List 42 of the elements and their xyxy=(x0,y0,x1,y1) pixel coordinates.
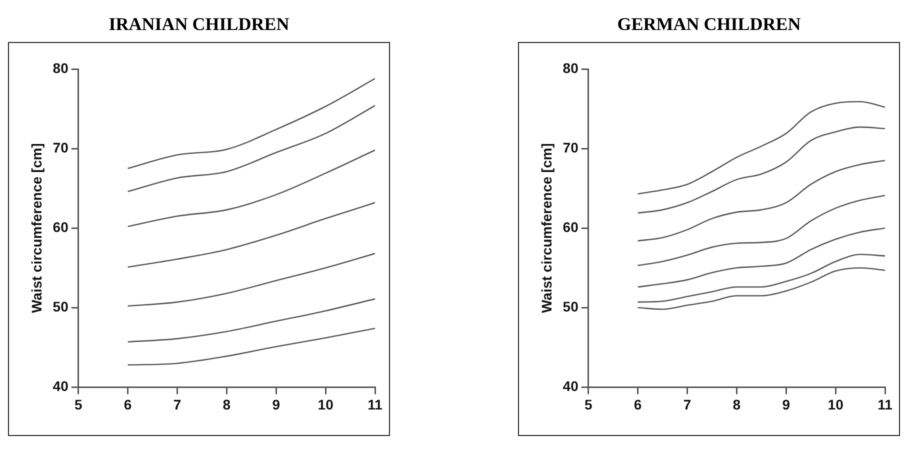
line-series xyxy=(637,267,885,310)
y-tick-label: 60 xyxy=(562,218,579,235)
x-tick-label: 6 xyxy=(634,396,642,412)
y-tick-label: 80 xyxy=(52,60,69,76)
x-tick-label: 5 xyxy=(74,396,82,412)
x-tick-label: 10 xyxy=(318,396,334,412)
chart-title: GERMAN CHILDREN xyxy=(616,13,802,36)
y-tick-label: 70 xyxy=(52,139,69,156)
line-series xyxy=(637,254,885,303)
x-tick-label: 10 xyxy=(828,396,844,412)
x-tick-label: 7 xyxy=(683,396,692,412)
y-tick-label: 60 xyxy=(52,218,69,235)
y-tick-label: 40 xyxy=(562,378,579,394)
x-tick-label: 8 xyxy=(732,396,741,412)
line-series xyxy=(127,78,375,170)
y-tick-label: 50 xyxy=(52,298,69,315)
line-series xyxy=(637,160,885,242)
line-series xyxy=(637,227,885,288)
x-tick-label: 9 xyxy=(272,396,280,412)
line-series xyxy=(127,149,375,228)
line-series xyxy=(127,202,375,268)
x-tick-label: 9 xyxy=(782,396,790,412)
line-series xyxy=(127,298,375,343)
line-series xyxy=(127,104,375,192)
line-series xyxy=(637,100,885,195)
x-tick-label: 5 xyxy=(584,396,592,412)
x-tick-label: 7 xyxy=(173,396,182,412)
x-tick-label: 8 xyxy=(222,396,231,412)
y-axis-title: Waist circumference [cm] xyxy=(28,143,44,314)
y-tick-label: 80 xyxy=(562,60,579,76)
chart-title: IRANIAN CHILDREN xyxy=(108,13,290,36)
x-tick-label: 6 xyxy=(124,396,132,412)
line-series xyxy=(127,328,375,366)
y-tick-label: 50 xyxy=(562,298,579,315)
x-tick-label: 11 xyxy=(368,396,383,412)
y-axis-title: Waist circumference [cm] xyxy=(538,143,554,314)
y-tick-label: 70 xyxy=(562,139,579,156)
line-series xyxy=(637,126,885,214)
line-series xyxy=(637,194,885,266)
line-series xyxy=(127,252,375,307)
x-tick-label: 11 xyxy=(878,396,893,412)
y-tick-label: 40 xyxy=(52,378,69,394)
